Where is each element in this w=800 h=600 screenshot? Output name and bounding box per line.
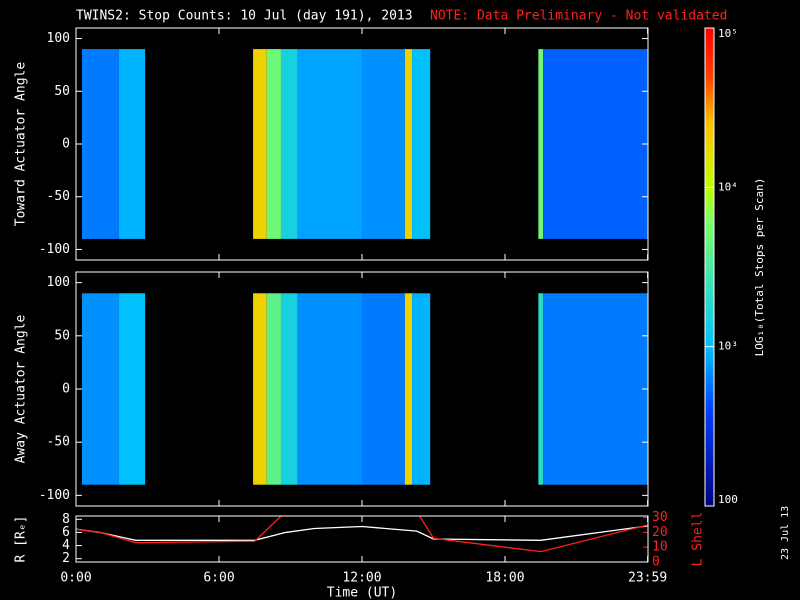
heatmap-column	[253, 49, 267, 239]
colorbar-tick-label: 10⁴	[718, 180, 738, 193]
heatmap-column	[362, 293, 405, 485]
colorbar-tick-label: 10³	[718, 340, 738, 353]
x-tick-label: 18:00	[485, 571, 524, 586]
colorbar	[704, 27, 715, 507]
heatmap-column	[280, 49, 298, 239]
colorbar-tick-label: 100	[718, 493, 738, 506]
heatmap-column	[362, 49, 405, 239]
y-tick-label: 4	[62, 538, 70, 553]
y-label: R [Rₑ]	[14, 516, 29, 563]
x-label: Time (UT)	[327, 586, 397, 600]
y-tick-label: 6	[62, 525, 70, 540]
colorbar-tick-label: 10⁵	[718, 27, 738, 40]
y2-tick-label: 30	[652, 510, 668, 525]
y-tick-label: -50	[47, 189, 70, 204]
heatmap-column	[81, 49, 119, 239]
y-tick-label: 50	[54, 328, 70, 343]
y-label: Toward Actuator Angle	[14, 62, 29, 227]
heatmap-column	[118, 49, 146, 239]
date-stamp: 23 Jul 13	[780, 506, 791, 560]
x-tick-label: 12:00	[342, 571, 381, 586]
note: NOTE: Data Preliminary - Not validated	[430, 9, 727, 24]
y-tick-label: 100	[47, 275, 70, 290]
y-tick-label: 50	[54, 84, 70, 99]
heatmap-column	[266, 49, 281, 239]
y-tick-label: -100	[39, 242, 70, 257]
y2-label: L Shell	[691, 512, 706, 567]
heatmap-column	[543, 293, 648, 485]
heatmap-column	[81, 293, 119, 485]
heatmap-column	[297, 49, 362, 239]
y2-tick-label: 0	[652, 555, 660, 570]
colorbar-label: LOG₁₀(Total Stops per Scan)	[753, 178, 766, 357]
heatmap-column	[404, 49, 413, 239]
heatmap-column	[412, 293, 431, 485]
heatmap-column	[404, 293, 413, 485]
heatmap-column	[297, 293, 362, 485]
y-tick-label: -100	[39, 488, 70, 503]
title: TWINS2: Stop Counts: 10 Jul (day 191), 2…	[76, 9, 413, 24]
heatmap-column	[543, 49, 648, 239]
heatmap-column	[280, 293, 298, 485]
y-tick-label: -50	[47, 435, 70, 450]
line-series	[76, 516, 648, 553]
y2-tick-label: 20	[652, 525, 668, 540]
y-tick-label: 0	[62, 382, 70, 397]
heatmap-column	[538, 293, 544, 485]
x-tick-label: 0:00	[60, 571, 91, 586]
heatmap-column	[412, 49, 431, 239]
x-tick-label: 23:59	[628, 571, 667, 586]
y-tick-label: 8	[62, 512, 70, 527]
heatmap-column	[538, 49, 544, 239]
heatmap-column	[118, 293, 146, 485]
y-tick-label: 0	[62, 137, 70, 152]
y-tick-label: 2	[62, 551, 70, 566]
heatmap-column	[266, 293, 281, 485]
line-series	[76, 525, 648, 541]
y2-tick-label: 10	[652, 540, 668, 555]
y-tick-label: 100	[47, 31, 70, 46]
heatmap-column	[253, 293, 267, 485]
y-label: Away Actuator Angle	[14, 314, 29, 463]
x-tick-label: 6:00	[203, 571, 234, 586]
